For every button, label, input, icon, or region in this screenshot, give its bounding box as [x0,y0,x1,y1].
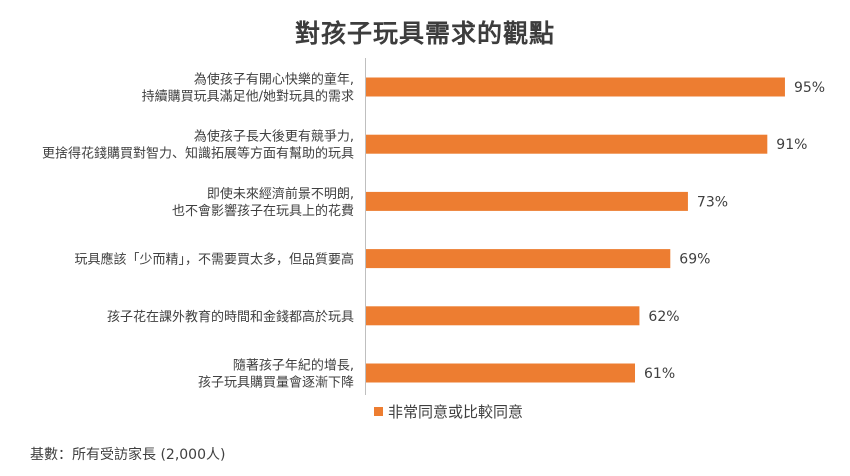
legend-swatch [374,407,383,416]
data-label: 95% [794,80,825,96]
category-label: 為使孩子長大後更有競爭力, [194,129,354,145]
bar [366,134,768,154]
category-label: 隨著孩子年紀的增長, [233,358,354,374]
legend: 非常同意或比較同意 [374,401,523,422]
data-label: 91% [776,137,807,153]
data-label: 61% [644,366,675,382]
category-label: 也不會影響孩子在玩具上的花費 [172,203,354,219]
bar [366,306,640,326]
category-label: 孩子玩具購買量會逐漸下降 [198,376,354,391]
chart-title: 對孩子玩具需求的觀點 [294,19,555,48]
bar [366,363,636,383]
bar [366,191,688,211]
bar [366,77,785,97]
category-label: 更捨得花錢購買對智力、知識拓展等方面有幫助的玩具 [42,146,354,162]
data-label: 69% [679,252,710,268]
data-label: 62% [648,309,679,325]
legend-label: 非常同意或比較同意 [388,403,524,421]
category-label: 即使未來經濟前景不明朗, [207,186,354,202]
data-label: 73% [697,194,728,210]
category-label: 持續購買玩具滿足他/她對玩具的需求 [142,89,354,105]
footnote: 基數：所有受訪家長 (2,000人) [30,447,226,463]
bars-layer: 95% 為使孩子有開心快樂的童年,持續購買玩具滿足他/她對玩具的需求 91% 為使孩子… [42,72,825,391]
category-label: 玩具應該「少而精」，不需要買太多，但品質要高 [74,252,354,268]
category-label: 為使孩子有開心快樂的童年, [194,72,354,88]
bar [366,249,671,269]
category-label: 孩子花在課外教育的時間和金錢都高於玩具 [107,309,354,325]
